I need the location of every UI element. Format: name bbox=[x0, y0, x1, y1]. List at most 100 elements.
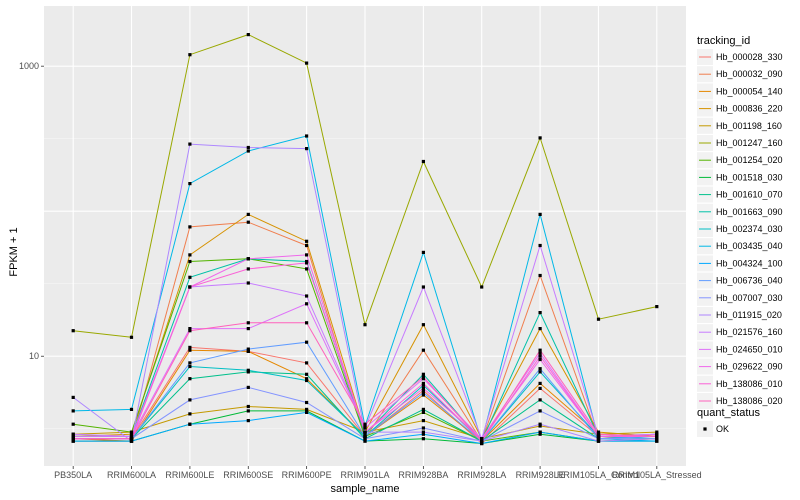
legend-title-tracking-id: tracking_id bbox=[697, 35, 750, 47]
x-tick-label-2: RRIM600LE bbox=[165, 470, 214, 480]
point-Hb_004324_100-4 bbox=[305, 410, 309, 414]
x-tick-label-6: RRIM928BA bbox=[398, 470, 448, 480]
legend-label-Hb_007007_030: Hb_007007_030 bbox=[716, 293, 783, 303]
point-Hb_000836_220-4 bbox=[305, 239, 309, 243]
point-Hb_024650_010-3 bbox=[246, 327, 250, 331]
point-Hb_000054_140-4 bbox=[305, 377, 309, 381]
x-tick-label-4: RRIM600PE bbox=[282, 470, 332, 480]
point-Hb_138086_010-2 bbox=[188, 285, 192, 289]
point-Hb_029622_090-6 bbox=[421, 386, 425, 390]
point-Hb_002374_030-6 bbox=[421, 383, 425, 387]
point-Hb_138086_020-6 bbox=[421, 375, 425, 379]
legend-title-quant-status: quant_status bbox=[697, 407, 760, 419]
point-Hb_000032_090-6 bbox=[421, 348, 425, 352]
point-Hb_138086_010-9 bbox=[596, 434, 601, 438]
point-Hb_001254_020-2 bbox=[188, 259, 192, 264]
x-tick-label-9: RRIM105LA_Control bbox=[557, 470, 640, 480]
point-Hb_006736_040-2 bbox=[188, 361, 192, 365]
point-Hb_021576_160-0 bbox=[71, 432, 75, 436]
point-Hb_004324_100-8 bbox=[538, 430, 542, 434]
point-Hb_001247_160-8 bbox=[538, 136, 542, 140]
point-Hb_003435_040-4 bbox=[305, 134, 309, 138]
point-Hb_004324_100-2 bbox=[188, 422, 192, 426]
point-Hb_001198_160-2 bbox=[188, 412, 192, 416]
point-Hb_007007_030-2 bbox=[188, 398, 192, 402]
point-Hb_001198_160-8 bbox=[538, 424, 542, 428]
point-Hb_001254_020-1 bbox=[129, 430, 134, 434]
point-Hb_000028_330-4 bbox=[305, 361, 309, 365]
point-Hb_001247_160-1 bbox=[129, 335, 134, 339]
legend-label-Hb_011915_020: Hb_011915_020 bbox=[716, 310, 782, 320]
legend-label-Hb_000028_330: Hb_000028_330 bbox=[716, 52, 783, 62]
point-Hb_001663_090-5 bbox=[363, 432, 367, 436]
point-Hb_138086_020-7 bbox=[480, 439, 484, 443]
y-tick-label-0: 10 bbox=[29, 351, 39, 361]
point-Hb_001247_160-4 bbox=[305, 61, 309, 65]
legend-label-Hb_001663_090: Hb_001663_090 bbox=[716, 207, 783, 217]
point-Hb_138086_020-5 bbox=[363, 422, 367, 426]
x-tick-label-7: RRIM928LA bbox=[457, 470, 506, 480]
legend-label-Hb_002374_030: Hb_002374_030 bbox=[716, 224, 783, 234]
point-Hb_138086_020-9 bbox=[596, 432, 601, 436]
point-Hb_138086_020-8 bbox=[538, 348, 542, 352]
legend-label-Hb_001254_020: Hb_001254_020 bbox=[716, 155, 783, 165]
point-Hb_138086_020-4 bbox=[305, 321, 309, 325]
point-Hb_000836_220-2 bbox=[188, 253, 192, 257]
point-Hb_001254_020-6 bbox=[421, 410, 425, 414]
point-Hb_000028_330-2 bbox=[188, 345, 192, 349]
point-Hb_003435_040-2 bbox=[188, 182, 192, 186]
point-Hb_021576_160-4 bbox=[305, 294, 309, 298]
data-points bbox=[71, 33, 659, 446]
point-Hb_001247_160-2 bbox=[188, 53, 192, 57]
point-Hb_138086_010-8 bbox=[538, 354, 542, 358]
point-Hb_138086_010-4 bbox=[305, 261, 309, 265]
point-Hb_024650_010-1 bbox=[129, 434, 134, 438]
legend-color-items: Hb_000028_330 Hb_000032_090 Hb_000054_140 H… bbox=[697, 49, 783, 409]
point-Hb_006736_040-8 bbox=[538, 367, 542, 371]
legend: tracking_id Hb_000028_330Hb_000032_090Hb… bbox=[697, 35, 783, 437]
point-Hb_006736_040-5 bbox=[363, 434, 367, 438]
point-Hb_001198_160-6 bbox=[421, 419, 425, 423]
point-Hb_021576_160-6 bbox=[421, 285, 425, 289]
grid-lines bbox=[44, 6, 686, 466]
point-Hb_011915_020-9 bbox=[596, 439, 601, 443]
point-Hb_002374_030-3 bbox=[246, 368, 250, 372]
y-tick-label-1: 1000 bbox=[19, 61, 39, 71]
point-Hb_024650_010-10 bbox=[655, 432, 659, 436]
legend-shape-marker-0 bbox=[703, 427, 707, 431]
point-Hb_001518_030-8 bbox=[538, 432, 542, 436]
point-Hb_000032_090-2 bbox=[188, 225, 192, 229]
point-Hb_138086_020-10 bbox=[655, 434, 659, 438]
point-Hb_000836_220-1 bbox=[129, 432, 134, 436]
point-Hb_006736_040-3 bbox=[246, 347, 250, 351]
legend-label-Hb_004324_100: Hb_004324_100 bbox=[716, 258, 783, 268]
point-Hb_002374_030-8 bbox=[538, 370, 542, 374]
point-Hb_000054_140-8 bbox=[538, 381, 542, 385]
point-Hb_007007_030-9 bbox=[596, 437, 601, 441]
point-Hb_000836_220-6 bbox=[421, 323, 425, 327]
point-Hb_024650_010-2 bbox=[188, 327, 192, 331]
legend-shape-items: OK bbox=[697, 421, 729, 437]
point-Hb_004324_100-0 bbox=[71, 439, 75, 443]
legend-label-Hb_000054_140: Hb_000054_140 bbox=[716, 86, 783, 96]
point-Hb_000836_220-8 bbox=[538, 327, 542, 331]
point-Hb_001247_160-6 bbox=[421, 159, 425, 164]
legend-label-Hb_001247_160: Hb_001247_160 bbox=[716, 138, 783, 148]
point-Hb_001610_070-2 bbox=[188, 377, 192, 381]
point-Hb_011915_020-1 bbox=[129, 439, 134, 443]
y-axis-title: FPKM + 1 bbox=[8, 227, 20, 276]
point-Hb_007007_030-8 bbox=[538, 409, 542, 413]
x-tick-label-10: RRIM105LA_Stressed bbox=[612, 470, 702, 480]
point-Hb_003435_040-8 bbox=[538, 212, 542, 216]
point-Hb_000836_220-9 bbox=[596, 430, 601, 434]
point-Hb_138086_020-1 bbox=[129, 437, 134, 441]
point-Hb_000028_330-8 bbox=[538, 386, 542, 390]
legend-label-Hb_001610_070: Hb_001610_070 bbox=[716, 190, 783, 200]
point-Hb_001198_160-10 bbox=[655, 430, 659, 434]
point-Hb_011915_020-6 bbox=[421, 430, 425, 434]
point-Hb_024650_010-8 bbox=[538, 351, 542, 355]
point-Hb_004324_100-3 bbox=[246, 419, 250, 423]
legend-label-Hb_006736_040: Hb_006736_040 bbox=[716, 276, 783, 286]
point-Hb_000032_090-3 bbox=[246, 220, 250, 224]
point-Hb_000836_220-3 bbox=[246, 212, 250, 216]
